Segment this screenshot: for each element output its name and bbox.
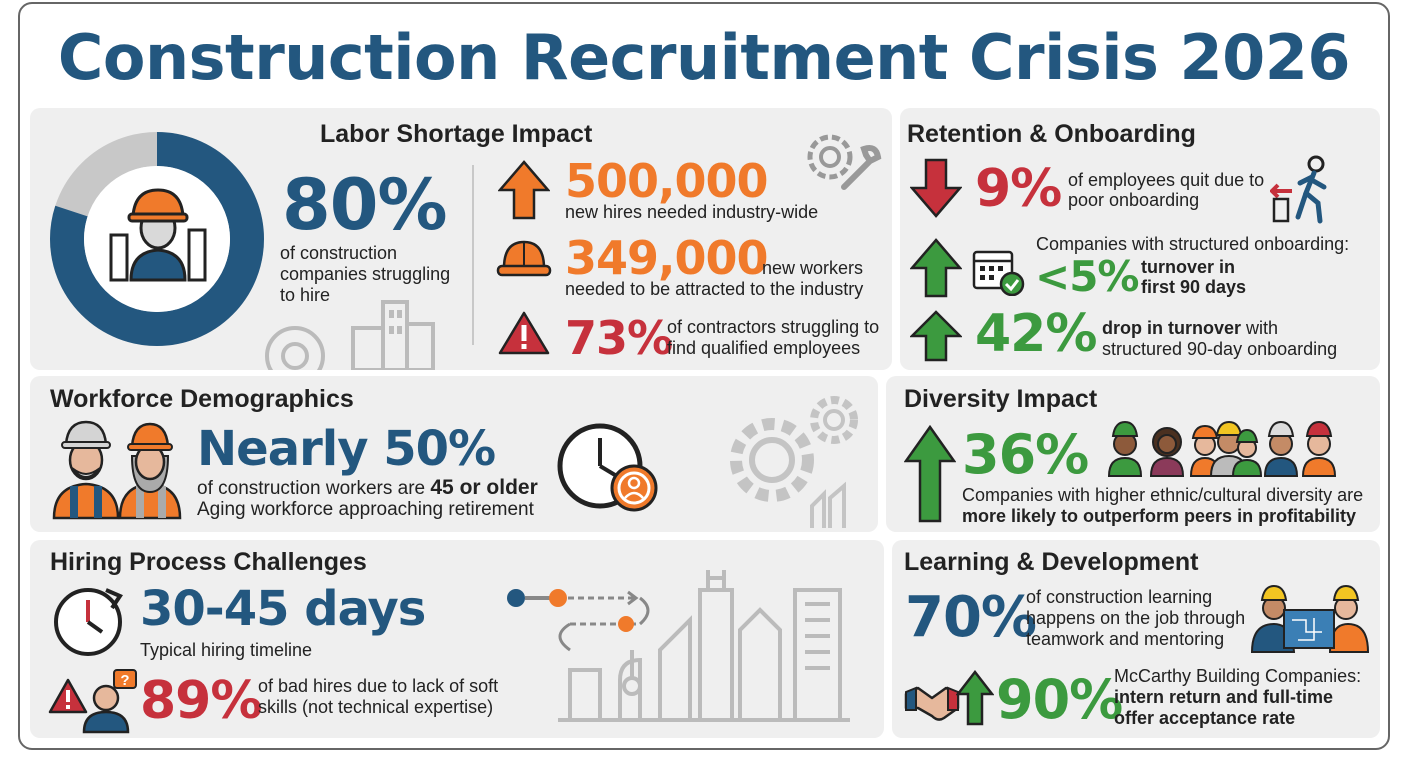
timer-icon (54, 588, 123, 656)
page-title: Construction Recruitment Crisis 2026 (57, 21, 1351, 94)
arrow-up-green-icon (910, 238, 962, 298)
quit-pct: 9% (975, 159, 1062, 219)
diversity-title: Diversity Impact (904, 385, 1098, 413)
quit-desc-1: of employees quit due to (1068, 170, 1265, 190)
demographics-title: Workforce Demographics (50, 385, 354, 413)
arrow-up-icon (498, 160, 550, 220)
diverse-workers-icon (1107, 420, 1337, 477)
drop-desc-bold: drop in turnover (1102, 318, 1241, 338)
labor-pct-desc-1: of construction (280, 243, 398, 263)
new-workers-value: 349,000 (565, 231, 769, 285)
contractors-pct: 73% (565, 311, 673, 365)
learning-pct: 70% (905, 585, 1037, 650)
construction-worker-icon (109, 188, 207, 282)
labor-pct-desc-3: to hire (280, 285, 331, 305)
diversity-line-2: more likely to outperform peers in profi… (962, 506, 1357, 526)
labor-shortage-title: Labor Shortage Impact (320, 120, 593, 148)
warning-person-icon: ? (48, 669, 137, 734)
arrow-up-green-icon (904, 425, 956, 523)
employee-leaving-icon (1270, 155, 1327, 224)
learning-desc-3: teamwork and mentoring (1026, 629, 1225, 649)
lt5-desc-1: turnover in (1141, 257, 1236, 277)
donut-segment (50, 132, 264, 346)
process-flow-icon (507, 589, 650, 652)
learning-desc-2: happens on the job through (1026, 608, 1246, 628)
retention-title: Retention & Onboarding (907, 120, 1196, 148)
labor-divider (472, 165, 474, 345)
handshake-icon (904, 686, 960, 721)
hiring-days-desc: Typical hiring timeline (140, 640, 313, 660)
arrow-down-icon (910, 158, 962, 218)
demographics-line-1-bold: 45 or older (430, 476, 538, 499)
drop-desc-rest: with (1246, 318, 1279, 338)
labor-pct: 80% (282, 164, 448, 246)
factory-outline-icon (558, 570, 850, 722)
intern-desc-2: offer acceptance rate (1114, 708, 1296, 728)
learning-title: Learning & Development (904, 548, 1199, 576)
lt5-desc-2: first 90 days (1141, 277, 1247, 297)
arrow-up-green-icon (956, 670, 994, 726)
new-workers-desc-after: new workers (762, 258, 864, 278)
older-workers-icon (52, 420, 182, 520)
mentoring-workers-icon (1250, 584, 1370, 653)
retention-panel (900, 108, 1380, 370)
bad-hires-desc-2: skills (not technical expertise) (258, 697, 494, 717)
quit-desc-2: poor onboarding (1068, 190, 1200, 210)
hiring-days: 30-45 days (140, 581, 426, 637)
diversity-panel (886, 376, 1380, 532)
hard-hat-icon (496, 240, 552, 277)
new-hires-value: 500,000 (565, 154, 769, 208)
new-workers-desc: needed to be attracted to the industry (565, 279, 864, 299)
contractors-desc-1: of contractors struggling to (667, 317, 880, 337)
warning-icon (498, 311, 550, 355)
demographics-line-1-plain: of construction workers are (197, 478, 426, 499)
clock-person-icon (557, 423, 658, 512)
learning-desc-1: of construction learning (1026, 587, 1213, 607)
gear-wrench-icon (807, 134, 882, 190)
drop-desc-1: drop in turnover with (1102, 318, 1278, 339)
drop-desc-2: structured 90-day onboarding (1102, 339, 1338, 359)
drop-pct: 42% (975, 304, 1097, 364)
demographics-line-2: Aging workforce approaching retirement (197, 499, 534, 520)
intern-company: McCarthy Building Companies: (1114, 666, 1362, 686)
demographics-headline: Nearly 50% (197, 421, 496, 477)
bad-hires-pct: 89% (140, 671, 262, 731)
demographics-line-1: of construction workers are 45 or older (197, 477, 538, 499)
new-hires-desc: new hires needed industry-wide (565, 202, 819, 222)
diversity-pct: 36% (962, 423, 1089, 486)
gear-building-outline-icon (265, 300, 435, 370)
structured-onboarding-label: Companies with structured onboarding: (1036, 234, 1350, 254)
svg-text:?: ? (120, 672, 129, 689)
labor-pct-desc-2: companies struggling (280, 264, 451, 284)
lt5-pct: <5% (1035, 252, 1139, 301)
bad-hires-desc-1: of bad hires due to lack of soft (258, 676, 499, 696)
intern-pct: 90% (996, 668, 1123, 731)
hiring-title: Hiring Process Challenges (50, 548, 367, 576)
gears-outline-icon (730, 396, 858, 528)
contractors-desc-2: find qualified employees (667, 338, 861, 358)
calendar-check-icon (972, 250, 1025, 296)
diversity-line-1: Companies with higher ethnic/cultural di… (962, 485, 1364, 505)
intern-desc-1: intern return and full-time (1114, 687, 1334, 707)
arrow-up-green-icon (910, 310, 962, 362)
